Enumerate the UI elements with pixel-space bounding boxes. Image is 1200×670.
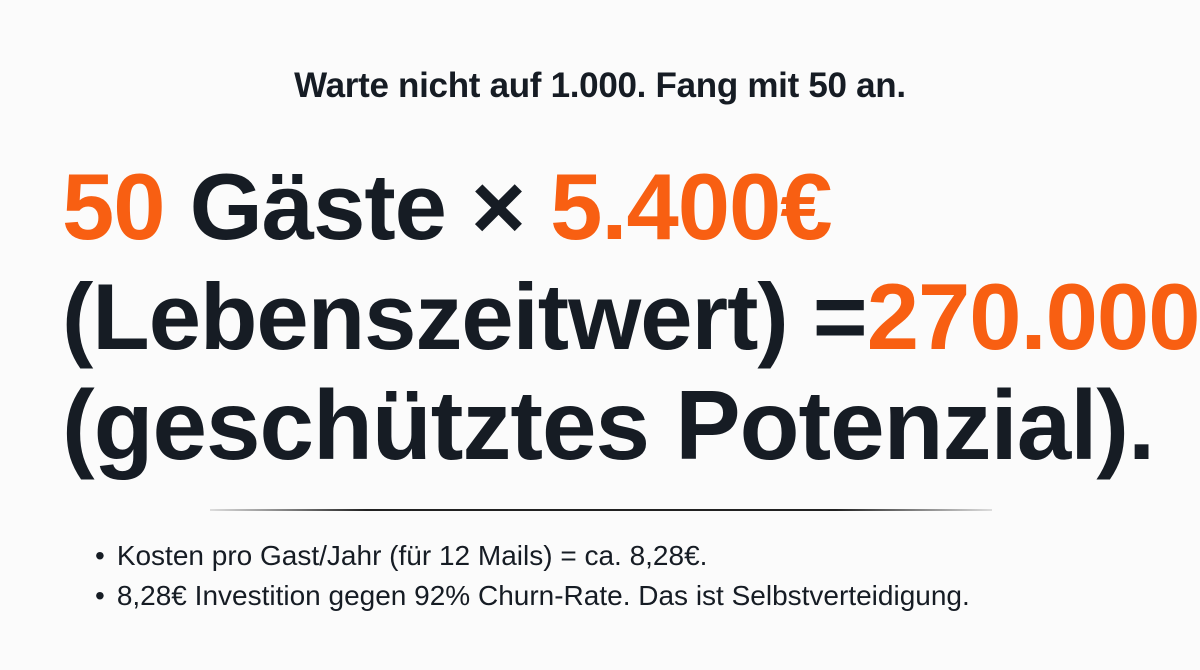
headline-line-1: 50 Gäste × 5.400€: [62, 152, 1162, 262]
bullet-item: Kosten pro Gast/Jahr (für 12 Mails) = ca…: [95, 536, 970, 576]
subtitle: Warte nicht auf 1.000. Fang mit 50 an.: [294, 66, 906, 105]
guest-count: 50: [62, 154, 166, 259]
bullet-list: Kosten pro Gast/Jahr (für 12 Mails) = ca…: [95, 536, 970, 616]
guests-label: Gäste ×: [164, 154, 551, 259]
headline-line-3: (geschütztes Potenzial).: [62, 370, 1155, 480]
lifetime-label: (Lebenszeitwert) =: [62, 264, 868, 369]
lifetime-value: 5.400€: [550, 154, 833, 259]
divider: [210, 509, 992, 511]
bullet-item: 8,28€ Investition gegen 92% Churn-Rate. …: [95, 576, 970, 616]
total-value: 270.000€: [866, 264, 1200, 369]
headline-line-2: (Lebenszeitwert) =270.000€: [62, 262, 1200, 372]
